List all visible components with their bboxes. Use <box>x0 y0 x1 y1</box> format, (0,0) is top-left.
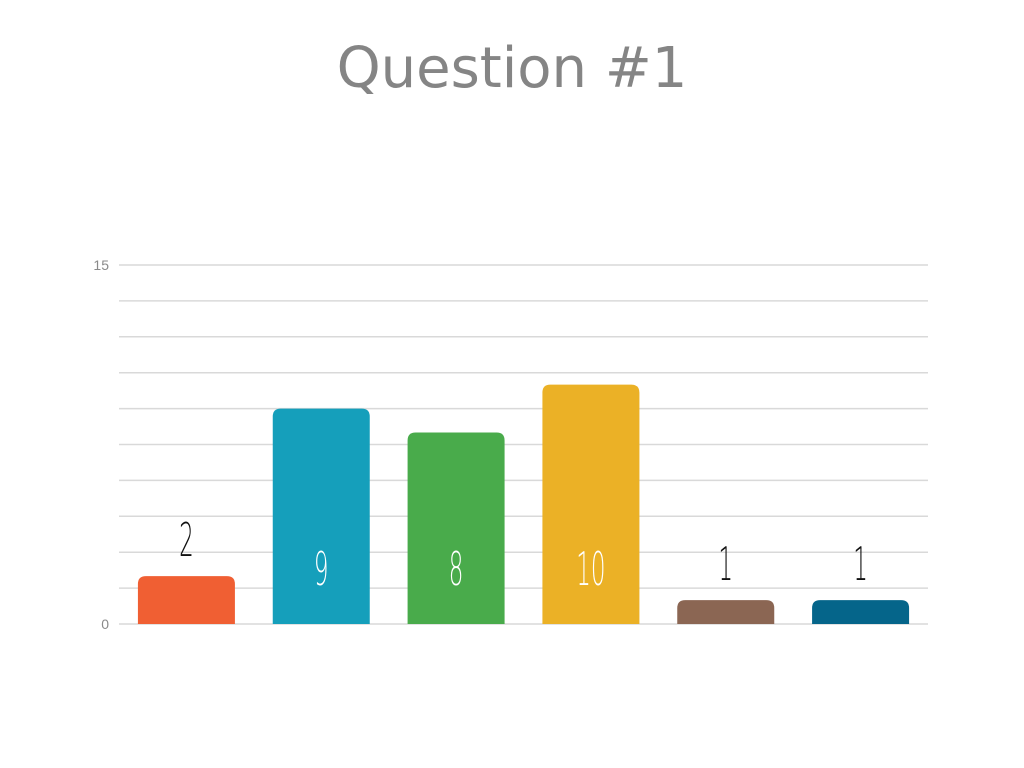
y-tick-label: 0 <box>101 616 109 632</box>
data-label: 1 <box>718 537 733 591</box>
data-label: 1 <box>853 537 868 591</box>
bar <box>407 432 505 624</box>
bar <box>272 408 370 624</box>
bar <box>677 600 775 624</box>
bar <box>137 576 235 624</box>
data-label: 10 <box>576 542 605 596</box>
data-label: 9 <box>314 542 329 596</box>
data-label: 8 <box>449 542 464 596</box>
bar <box>812 600 910 624</box>
bar <box>542 384 640 624</box>
y-tick-label: 15 <box>93 257 109 273</box>
data-label: 2 <box>179 513 194 567</box>
chart-title: Question #1 <box>336 36 688 101</box>
